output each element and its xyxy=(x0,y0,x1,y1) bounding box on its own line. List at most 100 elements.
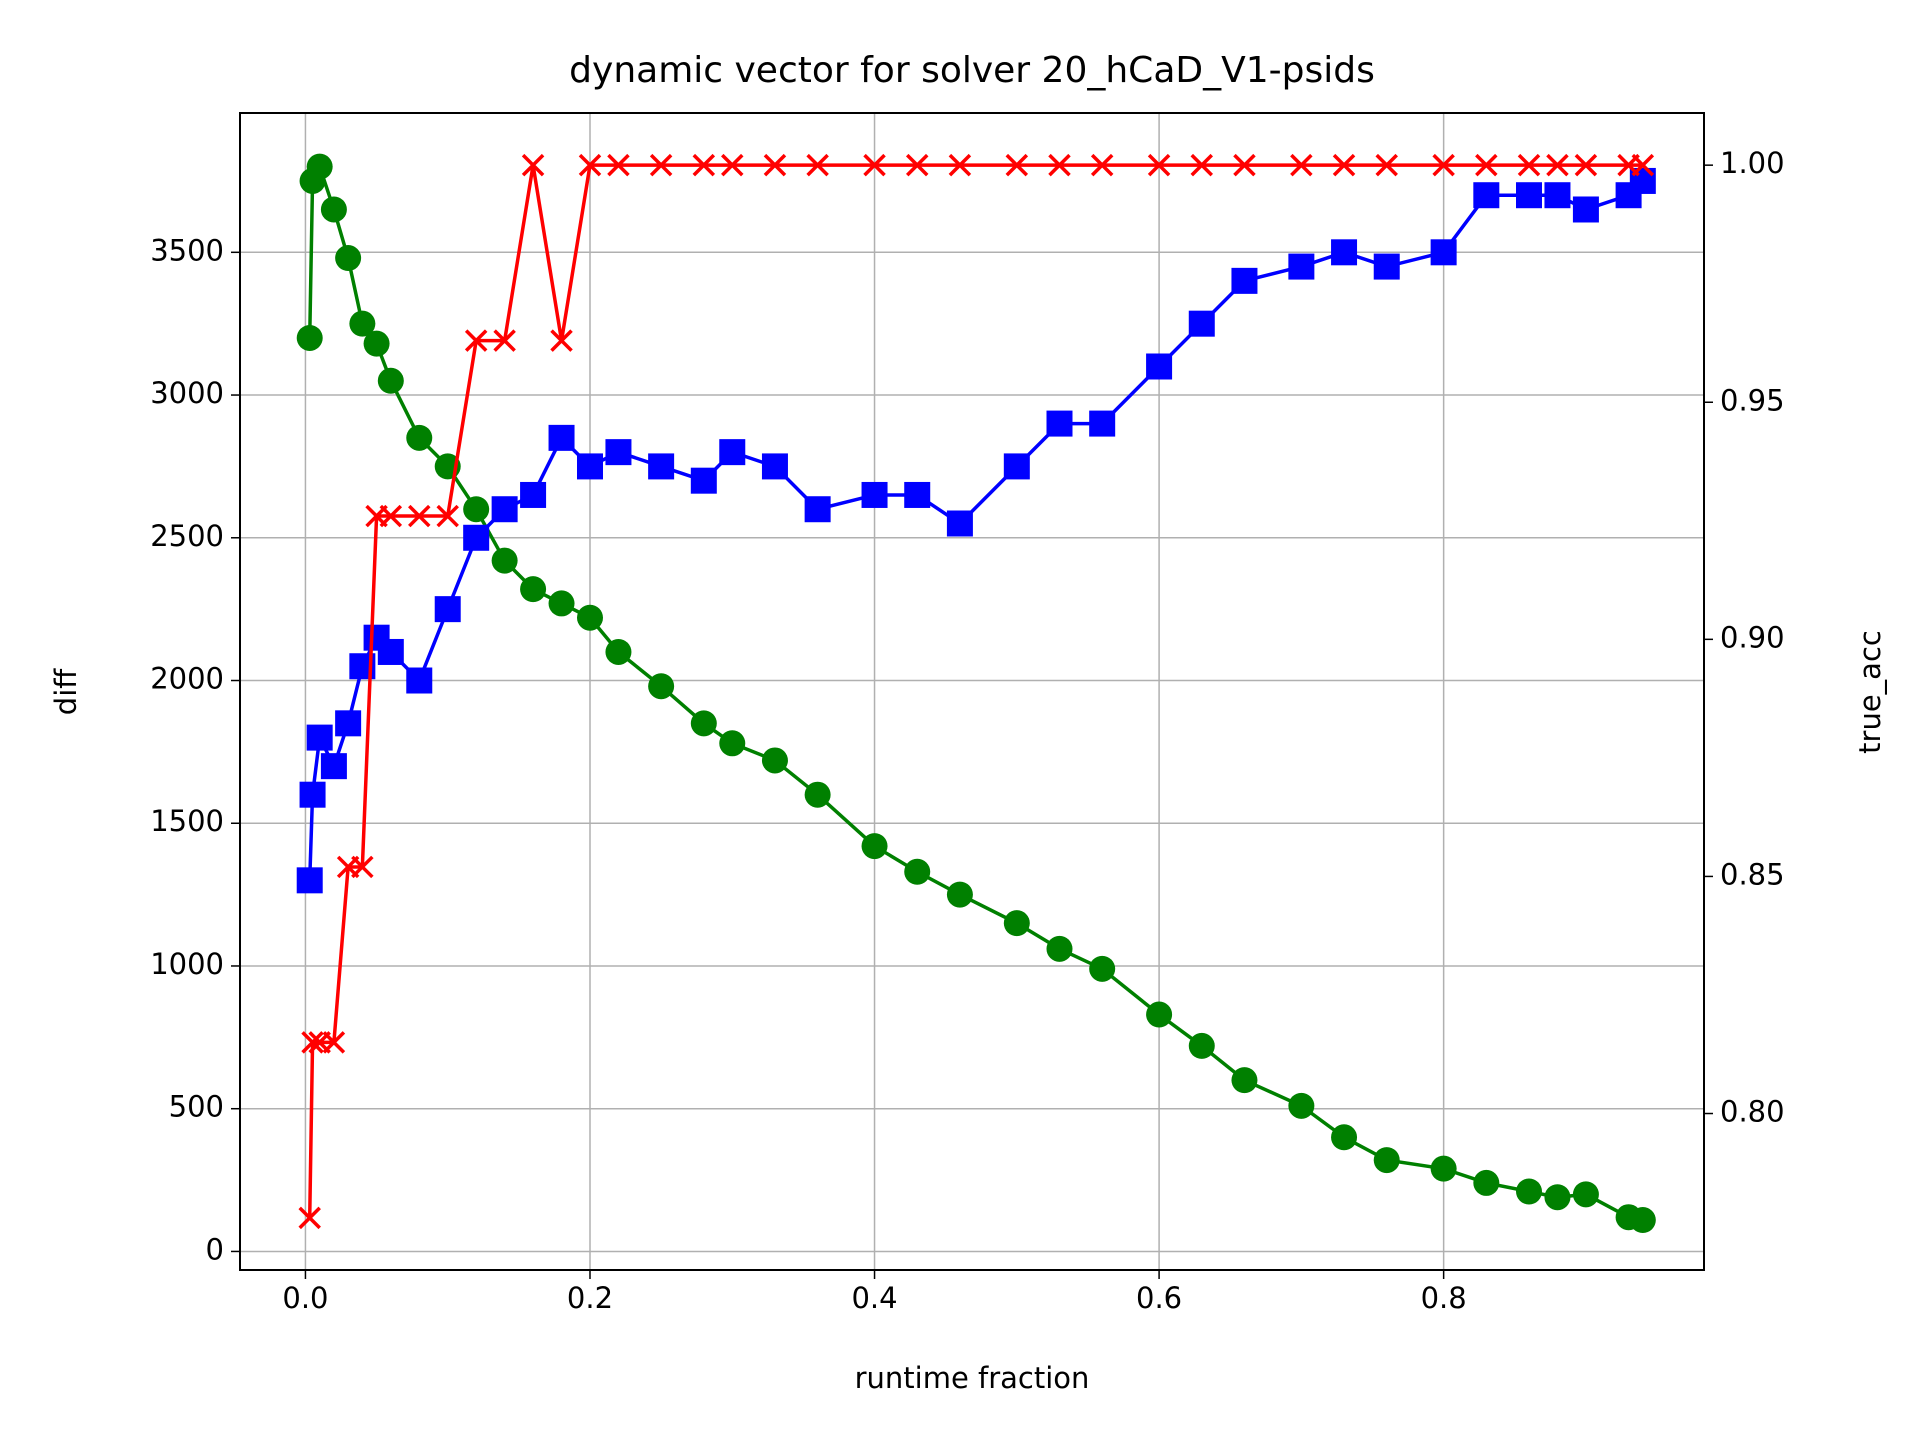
grid xyxy=(240,113,1704,1270)
point xyxy=(1231,1067,1258,1094)
point xyxy=(904,481,931,508)
point xyxy=(1516,1178,1543,1205)
point xyxy=(335,710,362,737)
point xyxy=(1544,1184,1571,1211)
point xyxy=(320,196,347,223)
point xyxy=(1332,153,1356,177)
y-tick-label: 0 xyxy=(206,1232,224,1266)
point xyxy=(690,710,717,737)
point xyxy=(306,153,333,180)
point xyxy=(1288,1092,1315,1119)
x-tick-label: 0.6 xyxy=(1136,1281,1182,1315)
y-tick-label: 3500 xyxy=(150,233,224,267)
point xyxy=(1090,153,1114,177)
point xyxy=(1331,239,1358,266)
point xyxy=(1288,253,1315,280)
chart-title: dynamic vector for solver 20_hCaD_V1-psi… xyxy=(569,50,1375,91)
point xyxy=(377,367,404,394)
point xyxy=(408,504,431,528)
point xyxy=(761,453,788,480)
series-line xyxy=(307,179,1645,881)
point xyxy=(721,153,744,177)
point xyxy=(576,453,603,480)
y2-tick-label: 0.85 xyxy=(1720,857,1785,891)
point xyxy=(306,724,333,751)
point xyxy=(298,1206,321,1230)
point xyxy=(904,858,931,885)
point xyxy=(763,153,787,177)
point xyxy=(861,481,888,508)
point xyxy=(1231,267,1258,294)
point xyxy=(322,1031,346,1054)
point xyxy=(1475,153,1498,177)
point xyxy=(296,324,323,351)
point xyxy=(806,153,829,177)
point xyxy=(1373,1147,1400,1174)
y-tick-label: 1500 xyxy=(150,804,224,838)
y2-tick-label: 0.90 xyxy=(1720,620,1785,654)
point xyxy=(548,424,575,451)
point xyxy=(406,424,433,451)
plot-frame xyxy=(239,112,1705,1271)
point xyxy=(436,504,459,528)
x-axis-label: runtime fraction xyxy=(855,1361,1090,1395)
y2-axis-label: true_acc xyxy=(1853,630,1887,754)
point xyxy=(463,524,490,551)
plot-area xyxy=(296,153,1656,1234)
point xyxy=(335,245,362,272)
point xyxy=(946,510,973,537)
y-axis-label: diff xyxy=(49,668,83,715)
point xyxy=(1046,935,1073,962)
point xyxy=(520,481,547,508)
point xyxy=(491,496,518,523)
point xyxy=(605,439,632,466)
point xyxy=(1473,182,1500,209)
point xyxy=(1430,1155,1457,1182)
point xyxy=(1331,1124,1358,1151)
point xyxy=(520,576,547,603)
y2-tick-label: 0.80 xyxy=(1720,1095,1785,1129)
point xyxy=(648,453,675,480)
point xyxy=(1147,153,1171,177)
point xyxy=(1190,153,1214,177)
x-tick-label: 0.8 xyxy=(1421,1281,1467,1315)
point xyxy=(296,867,323,894)
point xyxy=(1146,353,1173,380)
point xyxy=(1003,910,1030,937)
point xyxy=(1572,1181,1599,1208)
point xyxy=(1544,182,1571,209)
y-tick-label: 3000 xyxy=(150,376,224,410)
point xyxy=(719,439,746,466)
point xyxy=(377,638,404,665)
point xyxy=(1631,153,1655,177)
y2-tick-label: 1.00 xyxy=(1720,146,1785,180)
point xyxy=(1046,410,1073,437)
point xyxy=(1089,955,1116,982)
point xyxy=(863,153,886,177)
point xyxy=(463,496,490,523)
point xyxy=(1373,253,1400,280)
y-tick-label: 2500 xyxy=(150,519,224,553)
series-line xyxy=(307,162,1644,1222)
point xyxy=(379,504,403,528)
point xyxy=(521,153,545,177)
point xyxy=(1517,153,1541,177)
point xyxy=(406,667,433,694)
series-line xyxy=(307,163,1643,1218)
point xyxy=(690,467,717,494)
y-tick-label: 500 xyxy=(169,1090,224,1124)
point xyxy=(1574,153,1598,177)
point xyxy=(1233,153,1256,177)
point xyxy=(491,547,518,574)
point xyxy=(493,329,516,352)
point xyxy=(1188,310,1215,337)
point xyxy=(692,153,716,177)
y2-tick-label: 0.95 xyxy=(1720,383,1785,417)
point xyxy=(804,781,831,808)
point xyxy=(351,855,374,879)
point xyxy=(804,496,831,523)
point xyxy=(1473,1169,1500,1196)
point xyxy=(1146,1001,1173,1028)
